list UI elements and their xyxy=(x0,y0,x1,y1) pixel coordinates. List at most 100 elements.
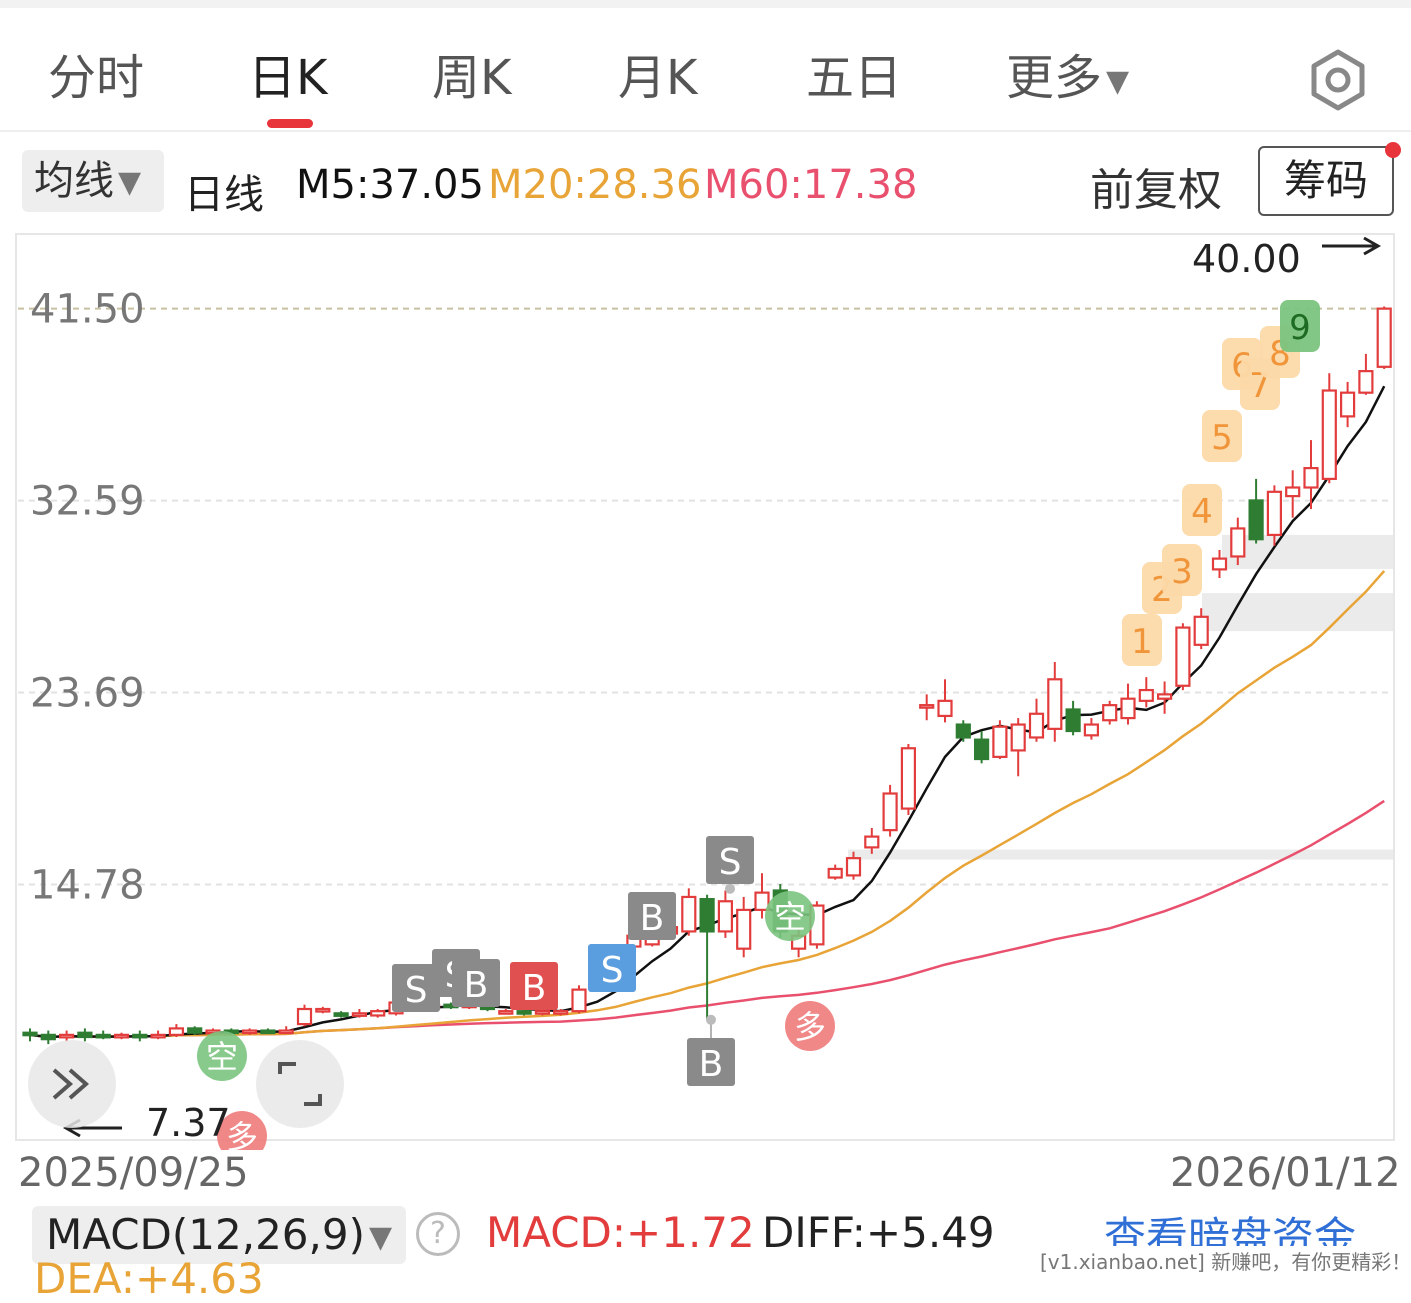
diff-value: DIFF:+5.49 xyxy=(762,1208,995,1257)
trend-tag xyxy=(197,1031,247,1081)
macd-indicator-select[interactable]: MACD(12,26,9) ▼ xyxy=(32,1206,406,1264)
fullscreen-button xyxy=(256,1040,344,1128)
candle-body xyxy=(882,792,898,832)
start-date: 2025/09/25 xyxy=(18,1150,249,1196)
trend-tag xyxy=(217,1111,267,1150)
candle-body xyxy=(973,738,990,761)
td-count-label: 3 xyxy=(1171,552,1193,592)
candle-body xyxy=(278,1029,294,1035)
candle-body xyxy=(242,1029,258,1035)
td-count-label: 9 xyxy=(1289,308,1311,348)
macd-bar: MACD(12,26,9) ▼ ? MACD:+1.72 DIFF:+5.49 D… xyxy=(0,1200,1411,1303)
trend-tag xyxy=(765,891,815,941)
candle-body xyxy=(864,835,880,849)
candle-body xyxy=(1102,704,1118,722)
candle-body xyxy=(168,1027,184,1036)
candlestick-chart[interactable]: SBSBSBSB空多空多123456789 41.5032.5923.6914.… xyxy=(0,232,1411,1150)
td-count-badge xyxy=(1162,544,1202,596)
signal-label: B xyxy=(640,898,665,939)
candle-body xyxy=(1083,723,1100,737)
chevron-down-icon: ▼ xyxy=(368,1219,393,1255)
active-tab-indicator xyxy=(267,119,313,128)
signal-badge xyxy=(588,944,636,992)
ma-select-label: 均线 xyxy=(34,158,114,204)
signal-dot xyxy=(725,883,735,894)
trend-tag-label: 多 xyxy=(226,1118,258,1150)
signal-badge xyxy=(706,836,754,884)
candle-body xyxy=(1047,678,1063,730)
y-tick-label: 23.69 xyxy=(30,670,145,716)
candle-body xyxy=(992,725,1008,758)
tab-intraday[interactable]: 分时 xyxy=(48,50,145,106)
candle-body xyxy=(937,699,953,718)
tab-five-day[interactable]: 五日 xyxy=(806,50,903,106)
ma60-value: M60:17.38 xyxy=(704,162,918,208)
td-count-label: 1 xyxy=(1131,622,1153,662)
td-count-badge xyxy=(1182,484,1222,536)
td-count-label: 4 xyxy=(1191,492,1213,532)
expand-icon xyxy=(278,1062,322,1106)
candle-body xyxy=(919,704,935,709)
right-arrow-icon xyxy=(1322,236,1382,256)
tab-daily-k[interactable]: 日K xyxy=(248,50,328,106)
ma20-value: M20:28.36 xyxy=(488,162,702,208)
top-strip xyxy=(0,0,1411,8)
candle-body xyxy=(699,898,715,933)
candle-body xyxy=(534,1010,551,1015)
candle-body xyxy=(900,747,917,810)
double-chevron-icon xyxy=(52,1068,90,1100)
ma5-value: M5:37.05 xyxy=(296,162,484,208)
signal-label: S xyxy=(601,950,624,991)
chip-distribution-button[interactable]: 筹码 xyxy=(1258,146,1394,216)
candle-body xyxy=(1193,615,1209,646)
candle-body xyxy=(516,1010,532,1015)
tab-weekly-k[interactable]: 周K xyxy=(432,50,512,106)
min-price-label: 7.37 xyxy=(146,1101,231,1145)
period-label: 日线 xyxy=(184,172,264,218)
y-tick-label: 32.59 xyxy=(30,479,145,525)
dea-value: DEA:+4.63 xyxy=(34,1254,264,1303)
tab-monthly-k[interactable]: 月K xyxy=(618,50,698,106)
trend-tag-label: 空 xyxy=(774,898,806,936)
signal-badge xyxy=(510,962,558,1010)
candle-body xyxy=(754,891,770,911)
signal-label: S xyxy=(405,970,428,1011)
period-tab-bar: 分时 日K 周K 月K 五日 更多 ▼ xyxy=(0,8,1411,132)
signal-badge xyxy=(687,1038,735,1086)
candle-body xyxy=(736,908,752,950)
candle-body xyxy=(1211,557,1228,571)
candle-body xyxy=(1065,708,1081,733)
chevron-down-icon: ▼ xyxy=(118,165,142,200)
moving-average-bar: 均线 ▼ 日线 M5:37.05 M20:28.36 M60:17.38 前复权 … xyxy=(0,140,1411,230)
candle-body xyxy=(333,1012,349,1017)
candle-body xyxy=(571,988,587,1013)
candle-body xyxy=(1010,723,1026,752)
candle-body xyxy=(1266,490,1283,537)
ma-indicator-select[interactable]: 均线 ▼ xyxy=(22,150,164,212)
help-icon[interactable]: ? xyxy=(416,1212,460,1256)
candle-body xyxy=(498,1010,514,1015)
candle-body xyxy=(1138,688,1154,702)
settings-gear-icon[interactable] xyxy=(1306,48,1370,112)
candle-body xyxy=(553,1010,569,1015)
candle-body xyxy=(22,1031,38,1037)
plot-frame xyxy=(15,233,1395,1141)
candle-body xyxy=(1028,712,1045,739)
candle-body xyxy=(1248,499,1264,541)
macd-select-label: MACD(12,26,9) xyxy=(46,1210,365,1259)
price-adjust-toggle[interactable]: 前复权 xyxy=(1090,165,1222,216)
candle-body xyxy=(95,1033,111,1039)
candle-body xyxy=(717,900,734,933)
candle-body xyxy=(187,1027,203,1034)
y-tick-label: 41.50 xyxy=(30,287,145,333)
price-zone-shade xyxy=(1222,534,1394,569)
tab-more[interactable]: 更多 ▼ xyxy=(1006,38,1129,108)
notification-dot xyxy=(1385,142,1401,158)
candle-body xyxy=(351,1012,367,1017)
tab-more-label: 更多 xyxy=(1006,50,1103,106)
end-date: 2026/01/12 xyxy=(1170,1150,1401,1196)
candle-body xyxy=(40,1033,56,1041)
candle-body xyxy=(1321,389,1337,480)
candle-body xyxy=(1175,626,1191,687)
candle-body xyxy=(370,1010,386,1017)
